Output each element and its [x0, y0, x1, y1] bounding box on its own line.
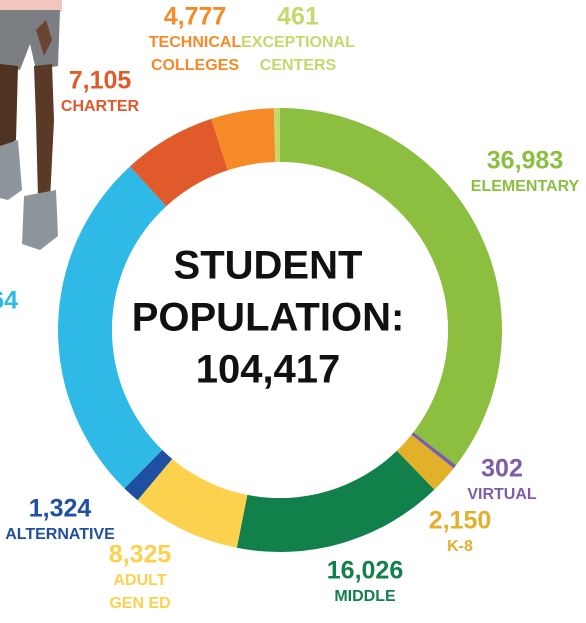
category-label: COLLEGES: [151, 57, 239, 74]
value-label: 461: [277, 3, 319, 31]
category-label: MIDDLE: [334, 588, 396, 605]
category-label: EXCEPTIONAL: [241, 34, 355, 51]
value-label: 16,026: [327, 557, 403, 585]
center-total: 104,417: [196, 348, 341, 392]
value-label: 4,777: [164, 3, 227, 31]
value-label: 7,105: [69, 67, 132, 95]
category-label: TECHNICAL: [149, 34, 242, 51]
photo-child-legs: [0, 0, 62, 250]
category-label: ALTERNATIVE: [5, 526, 115, 543]
category-label: VIRTUAL: [467, 486, 537, 503]
category-label: K-8: [447, 538, 473, 555]
center-title: STUDENT: [174, 244, 363, 288]
chart: STUDENT POPULATION: 104,417 36,983 ELEMENTAR…: [0, 0, 586, 623]
value-label: 2,150: [429, 507, 492, 535]
value-label: 302: [481, 455, 523, 483]
value-label: 8,325: [109, 541, 172, 569]
category-label: GEN ED: [109, 595, 170, 612]
category-label: ELEMENTARY: [471, 178, 580, 195]
center-title: POPULATION:: [132, 296, 405, 340]
value-label: 26,964: [0, 287, 18, 315]
category-label: ADULT: [113, 572, 166, 589]
category-label: CHARTER: [61, 98, 140, 115]
value-label: 36,983: [487, 147, 563, 175]
value-label: 1,324: [29, 495, 92, 523]
category-label: CENTERS: [260, 57, 337, 74]
